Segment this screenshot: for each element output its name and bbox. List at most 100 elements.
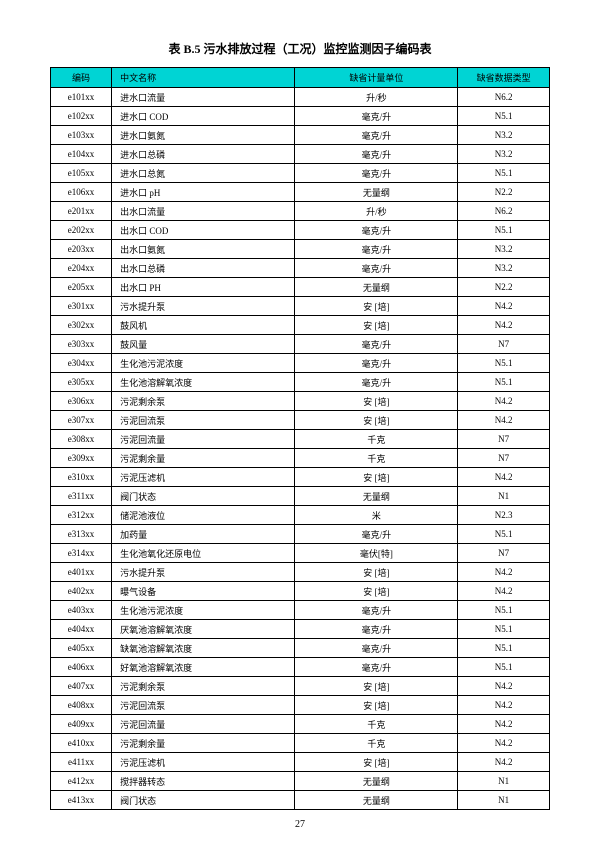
table-row: e408xx污泥回流泵安 [培]N4.2 [51, 696, 550, 715]
cell-code: e201xx [51, 202, 112, 221]
cell-unit: 安 [培] [295, 563, 458, 582]
cell-unit: 安 [培] [295, 411, 458, 430]
cell-unit: 米 [295, 506, 458, 525]
cell-name: 缺氧池溶解氧浓度 [112, 639, 295, 658]
cell-name: 阀门状态 [112, 487, 295, 506]
cell-unit: 安 [培] [295, 392, 458, 411]
cell-code: e106xx [51, 183, 112, 202]
cell-type: N7 [458, 544, 550, 563]
cell-unit: 无量纲 [295, 487, 458, 506]
cell-unit: 安 [培] [295, 582, 458, 601]
cell-name: 曝气设备 [112, 582, 295, 601]
cell-type: N4.2 [458, 563, 550, 582]
cell-type: N4.2 [458, 696, 550, 715]
table-row: e304xx生化池污泥浓度毫克/升N5.1 [51, 354, 550, 373]
cell-unit: 毫克/升 [295, 221, 458, 240]
cell-name: 进水口总磷 [112, 145, 295, 164]
cell-type: N4.2 [458, 297, 550, 316]
table-row: e404xx厌氧池溶解氧浓度毫克/升N5.1 [51, 620, 550, 639]
cell-type: N6.2 [458, 88, 550, 107]
cell-code: e303xx [51, 335, 112, 354]
cell-name: 污泥回流泵 [112, 696, 295, 715]
cell-code: e413xx [51, 791, 112, 810]
cell-code: e410xx [51, 734, 112, 753]
cell-type: N6.2 [458, 202, 550, 221]
cell-name: 生化池污泥浓度 [112, 601, 295, 620]
cell-code: e310xx [51, 468, 112, 487]
cell-unit: 安 [培] [295, 297, 458, 316]
cell-unit: 毫克/升 [295, 126, 458, 145]
cell-name: 生化池氧化还原电位 [112, 544, 295, 563]
cell-unit: 毫克/升 [295, 107, 458, 126]
cell-unit: 千克 [295, 449, 458, 468]
table-row: e410xx污泥剩余量千克N4.2 [51, 734, 550, 753]
table-row: e310xx污泥压滤机安 [培]N4.2 [51, 468, 550, 487]
table-row: e413xx阀门状态无量纲N1 [51, 791, 550, 810]
cell-type: N2.2 [458, 183, 550, 202]
cell-code: e412xx [51, 772, 112, 791]
cell-type: N4.2 [458, 316, 550, 335]
cell-code: e311xx [51, 487, 112, 506]
cell-code: e312xx [51, 506, 112, 525]
cell-name: 鼓风量 [112, 335, 295, 354]
table-row: e202xx出水口 COD毫克/升N5.1 [51, 221, 550, 240]
cell-unit: 千克 [295, 430, 458, 449]
cell-type: N5.1 [458, 373, 550, 392]
cell-name: 进水口 pH [112, 183, 295, 202]
cell-type: N7 [458, 335, 550, 354]
cell-type: N5.1 [458, 221, 550, 240]
cell-type: N4.2 [458, 411, 550, 430]
cell-name: 污水提升泵 [112, 297, 295, 316]
cell-name: 污泥回流泵 [112, 411, 295, 430]
cell-code: e406xx [51, 658, 112, 677]
cell-name: 进水口 COD [112, 107, 295, 126]
cell-unit: 安 [培] [295, 696, 458, 715]
cell-name: 污泥回流量 [112, 715, 295, 734]
table-row: e308xx污泥回流量千克N7 [51, 430, 550, 449]
cell-name: 出水口总磷 [112, 259, 295, 278]
cell-code: e105xx [51, 164, 112, 183]
cell-type: N5.1 [458, 658, 550, 677]
cell-type: N3.2 [458, 259, 550, 278]
table-row: e201xx出水口流量升/秒N6.2 [51, 202, 550, 221]
cell-name: 进水口流量 [112, 88, 295, 107]
cell-name: 出水口氨氮 [112, 240, 295, 259]
cell-name: 储泥池液位 [112, 506, 295, 525]
table-row: e313xx加药量毫克/升N5.1 [51, 525, 550, 544]
cell-unit: 无量纲 [295, 791, 458, 810]
header-unit: 缺省计量单位 [295, 68, 458, 88]
table-row: e311xx阀门状态无量纲N1 [51, 487, 550, 506]
cell-unit: 毫克/升 [295, 373, 458, 392]
cell-type: N4.2 [458, 715, 550, 734]
cell-name: 加药量 [112, 525, 295, 544]
cell-type: N2.2 [458, 278, 550, 297]
cell-code: e203xx [51, 240, 112, 259]
cell-unit: 毫克/升 [295, 525, 458, 544]
table-row: e307xx污泥回流泵安 [培]N4.2 [51, 411, 550, 430]
cell-name: 污泥压滤机 [112, 468, 295, 487]
cell-type: N7 [458, 430, 550, 449]
cell-type: N5.1 [458, 620, 550, 639]
cell-unit: 升/秒 [295, 88, 458, 107]
table-row: e306xx污泥剩余泵安 [培]N4.2 [51, 392, 550, 411]
table-title: 表 B.5 污水排放过程（工况）监控监测因子编码表 [50, 40, 550, 57]
cell-unit: 无量纲 [295, 772, 458, 791]
cell-type: N2.3 [458, 506, 550, 525]
table-row: e411xx污泥压滤机安 [培]N4.2 [51, 753, 550, 772]
table-row: e305xx生化池溶解氧浓度毫克/升N5.1 [51, 373, 550, 392]
cell-code: e301xx [51, 297, 112, 316]
cell-name: 进水口氨氮 [112, 126, 295, 145]
cell-type: N4.2 [458, 677, 550, 696]
cell-type: N5.1 [458, 639, 550, 658]
cell-name: 鼓风机 [112, 316, 295, 335]
encoding-table: 编码 中文名称 缺省计量单位 缺省数据类型 e101xx进水口流量升/秒N6.2… [50, 67, 550, 810]
cell-unit: 千克 [295, 734, 458, 753]
cell-code: e307xx [51, 411, 112, 430]
cell-name: 阀门状态 [112, 791, 295, 810]
cell-code: e302xx [51, 316, 112, 335]
cell-name: 出水口 COD [112, 221, 295, 240]
cell-type: N5.1 [458, 601, 550, 620]
table-row: e403xx生化池污泥浓度毫克/升N5.1 [51, 601, 550, 620]
cell-type: N7 [458, 449, 550, 468]
cell-unit: 安 [培] [295, 677, 458, 696]
